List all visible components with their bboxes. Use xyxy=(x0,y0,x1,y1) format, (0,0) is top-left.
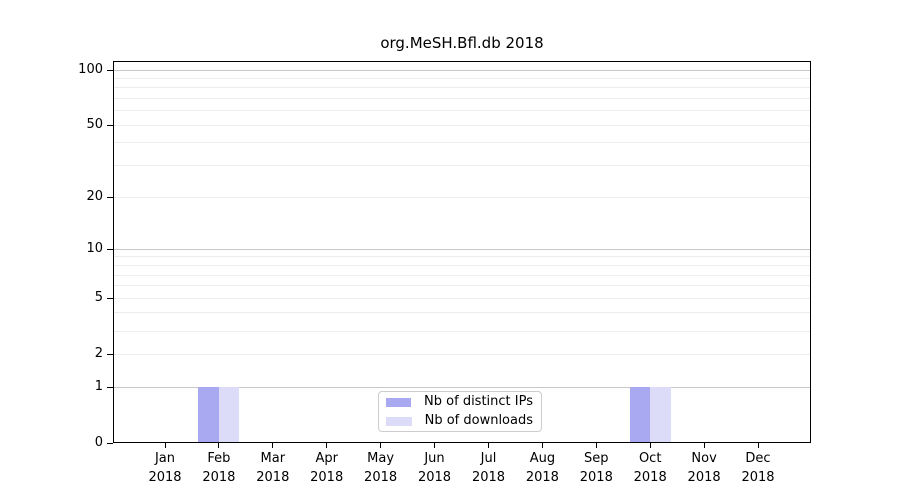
bar-oct-downloads xyxy=(650,387,671,442)
gridline-minor-7 xyxy=(114,274,810,276)
y-tick-label-50: 50 xyxy=(86,117,103,133)
legend-swatch-distinct-ips xyxy=(386,397,412,407)
x-tick-year: 2018 xyxy=(310,470,344,485)
gridline-minor-30 xyxy=(114,165,810,166)
x-tick-label-jun: Jun 2018 xyxy=(403,449,467,487)
gridline-minor-6 xyxy=(114,285,810,287)
gridline-minor-70 xyxy=(114,98,810,100)
x-tick-month: Dec xyxy=(745,451,771,466)
gridline-minor-5 xyxy=(114,297,810,299)
x-tick-month: Jul xyxy=(480,451,497,466)
x-tick-label-apr: Apr 2018 xyxy=(295,449,359,487)
x-tick-month: Aug xyxy=(529,451,556,466)
x-tick-label-jul: Jul 2018 xyxy=(457,449,521,487)
x-tick-oct xyxy=(649,443,651,448)
bar-oct-ips xyxy=(629,387,651,442)
y-tick-50 xyxy=(107,124,113,126)
x-tick-may xyxy=(380,443,382,448)
x-tick-year: 2018 xyxy=(471,470,506,485)
y-tick-label-5: 5 xyxy=(94,290,103,306)
x-tick-month: May xyxy=(367,451,395,466)
x-tick-jun xyxy=(434,443,435,448)
legend-label-distinct-ips: Nb of distinct IPs xyxy=(424,394,533,409)
x-tick-month: Sep xyxy=(584,451,609,466)
y-tick-label-100: 100 xyxy=(78,62,103,78)
x-tick-year: 2018 xyxy=(364,470,398,485)
y-tick-1 xyxy=(107,386,113,388)
gridline-major-1 xyxy=(114,386,810,388)
x-tick-label-mar: Mar 2018 xyxy=(241,449,305,487)
y-tick-2 xyxy=(107,353,113,355)
x-tick-year: 2018 xyxy=(579,470,613,485)
x-tick-month: Jan xyxy=(154,451,176,466)
x-tick-jul xyxy=(488,443,489,448)
y-tick-100 xyxy=(107,69,113,71)
x-tick-feb xyxy=(218,443,220,448)
legend-item-downloads: Nb of downloads xyxy=(386,414,533,428)
x-tick-year: 2018 xyxy=(202,470,236,485)
x-tick-sep xyxy=(595,443,597,448)
x-tick-month: Mar xyxy=(260,451,286,466)
x-tick-year: 2018 xyxy=(417,470,452,485)
x-tick-aug xyxy=(541,443,543,448)
gridline-minor-50 xyxy=(114,124,810,126)
x-tick-jan xyxy=(164,443,166,448)
x-tick-month: Oct xyxy=(638,451,662,466)
legend: Nb of distinct IPs Nb of downloads xyxy=(378,391,542,432)
y-tick-label-0: 0 xyxy=(94,435,103,450)
y-tick-20 xyxy=(107,196,113,198)
gridline-major-100 xyxy=(114,69,810,71)
gridline-major-10 xyxy=(114,248,810,250)
x-tick-month: Feb xyxy=(207,451,231,466)
gridline-minor-2 xyxy=(114,353,810,355)
x-tick-label-nov: Nov 2018 xyxy=(672,449,736,487)
legend-label-downloads: Nb of downloads xyxy=(424,413,533,428)
x-tick-apr xyxy=(326,443,328,448)
gridline-minor-20 xyxy=(114,196,810,198)
x-tick-month: Apr xyxy=(315,451,338,466)
y-tick-label-1: 1 xyxy=(94,379,103,394)
y-tick-5 xyxy=(107,297,113,299)
gridline-minor-8 xyxy=(114,265,810,266)
chart-title: org.MeSH.Bfl.db 2018 xyxy=(380,34,544,52)
x-tick-year: 2018 xyxy=(633,470,667,485)
x-tick-year: 2018 xyxy=(687,470,721,485)
x-tick-year: 2018 xyxy=(148,470,182,485)
x-tick-label-oct: Oct 2018 xyxy=(618,449,682,487)
y-tick-10 xyxy=(107,248,113,250)
x-tick-month: Nov xyxy=(691,451,717,466)
x-tick-mar xyxy=(272,443,274,448)
plot-area: 0 1 2 5 10 20 50 100 Jan 2018 Feb 2018 Mar 2018 Apr 20… xyxy=(78,61,811,485)
x-tick-label-may: May 2018 xyxy=(349,449,413,487)
y-tick-label-20: 20 xyxy=(86,189,103,204)
gridline-minor-80 xyxy=(114,87,810,89)
legend-swatch-downloads xyxy=(386,416,412,426)
x-tick-nov xyxy=(703,443,705,448)
x-tick-label-sep: Sep 2018 xyxy=(564,449,628,487)
gridline-minor-40 xyxy=(114,142,810,144)
bar-feb-ips xyxy=(198,387,219,442)
legend-item-distinct-ips: Nb of distinct IPs xyxy=(386,395,533,409)
x-tick-label-dec: Dec 2018 xyxy=(726,449,790,487)
y-tick-label-2: 2 xyxy=(94,346,103,362)
x-tick-dec xyxy=(757,443,759,448)
x-tick-label-aug: Aug 2018 xyxy=(510,449,574,487)
x-tick-month: Jun xyxy=(424,451,445,466)
bar-feb-downloads xyxy=(218,387,240,442)
gridline-minor-90 xyxy=(114,78,810,79)
x-tick-label-feb: Feb 2018 xyxy=(187,449,251,487)
gridline-minor-9 xyxy=(114,256,810,258)
x-tick-year: 2018 xyxy=(741,470,775,485)
x-tick-year: 2018 xyxy=(256,470,290,485)
gridline-minor-3 xyxy=(114,330,810,332)
x-tick-label-jan: Jan 2018 xyxy=(133,449,197,487)
gridline-minor-60 xyxy=(114,110,810,112)
y-tick-0 xyxy=(107,442,113,444)
y-tick-label-10: 10 xyxy=(86,241,103,257)
x-tick-year: 2018 xyxy=(525,470,559,485)
gridline-minor-4 xyxy=(114,312,810,314)
